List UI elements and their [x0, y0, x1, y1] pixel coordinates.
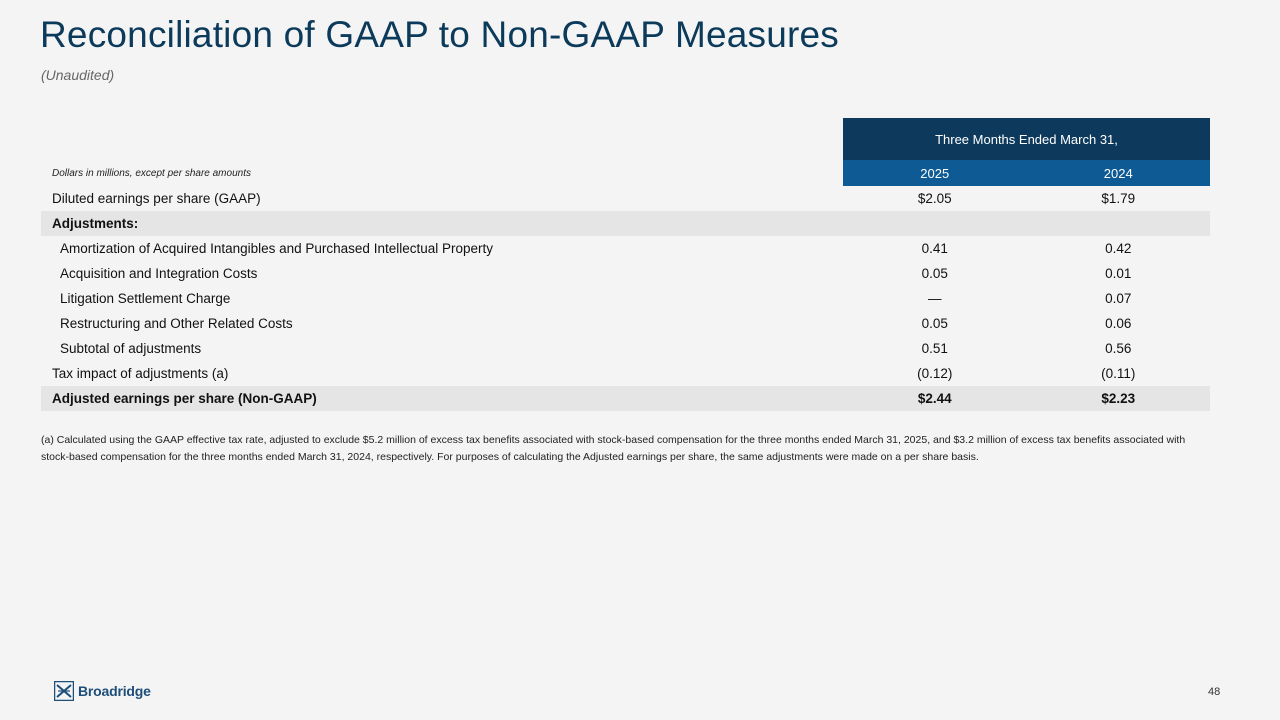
table-row: Acquisition and Integration Costs 0.05 0… — [41, 261, 1210, 286]
units-note: Dollars in millions, except per share am… — [52, 168, 251, 179]
table-header-years-row: Dollars in millions, except per share am… — [41, 160, 1210, 186]
table-row: Adjustments: — [41, 211, 1210, 236]
logo-text: Broadridge — [78, 683, 151, 699]
value-2025: $2.05 — [917, 191, 952, 206]
value-2025: 0.05 — [921, 316, 948, 331]
table-row: Litigation Settlement Charge — 0.07 — [41, 286, 1210, 311]
value-2024: 0.06 — [1105, 316, 1132, 331]
row-label: Diluted earnings per share (GAAP) — [52, 191, 261, 206]
table-row: Restructuring and Other Related Costs 0.… — [41, 311, 1210, 336]
table-row: Tax impact of adjustments (a) (0.12) (0.… — [41, 361, 1210, 386]
value-2024: (0.11) — [1101, 366, 1136, 381]
value-2024: 0.56 — [1105, 341, 1132, 356]
page-number: 48 — [1208, 686, 1221, 698]
value-2024: 0.42 — [1105, 241, 1132, 256]
value-2024: $1.79 — [1101, 191, 1136, 206]
row-label: Amortization of Acquired Intangibles and… — [60, 241, 494, 256]
broadridge-logo-icon — [54, 681, 74, 701]
row-label: Litigation Settlement Charge — [60, 291, 231, 306]
row-label: Adjustments: — [52, 216, 139, 231]
period-header: Three Months Ended March 31, — [843, 118, 1210, 160]
page-title: Reconciliation of GAAP to Non-GAAP Measu… — [40, 14, 840, 55]
reconciliation-table: Three Months Ended March 31, Dollars in … — [41, 118, 1210, 411]
value-2025: 0.51 — [921, 341, 948, 356]
value-2024: 0.01 — [1105, 266, 1132, 281]
year-header-band: 2025 2024 — [843, 160, 1210, 186]
value-2025: (0.12) — [917, 366, 953, 381]
value-2025: $2.44 — [917, 391, 952, 406]
value-2025: 0.05 — [921, 266, 948, 281]
row-label: Acquisition and Integration Costs — [60, 266, 258, 281]
company-logo: Broadridge — [54, 681, 151, 701]
table-row: Diluted earnings per share (GAAP) $2.05 … — [41, 186, 1210, 211]
value-2024: $2.23 — [1101, 391, 1136, 406]
row-label: Tax impact of adjustments (a) — [52, 366, 229, 381]
table-row: Amortization of Acquired Intangibles and… — [41, 236, 1210, 261]
row-label: Subtotal of adjustments — [60, 341, 202, 356]
value-2025: 0.41 — [921, 241, 948, 256]
row-label: Restructuring and Other Related Costs — [60, 316, 293, 331]
year-header-2025: 2025 — [920, 165, 950, 181]
value-2024: 0.07 — [1105, 291, 1132, 306]
table-row: Subtotal of adjustments 0.51 0.56 — [41, 336, 1210, 361]
footnote: (a) Calculated using the GAAP effective … — [41, 434, 1186, 463]
value-2025: — — [928, 291, 942, 306]
page-subtitle: (Unaudited) — [41, 67, 115, 83]
year-header-2024: 2024 — [1103, 165, 1133, 181]
table-row-total: Adjusted earnings per share (Non-GAAP) $… — [41, 386, 1210, 411]
row-label: Adjusted earnings per share (Non-GAAP) — [52, 391, 317, 406]
table-header-group-row: Three Months Ended March 31, — [41, 118, 1210, 160]
